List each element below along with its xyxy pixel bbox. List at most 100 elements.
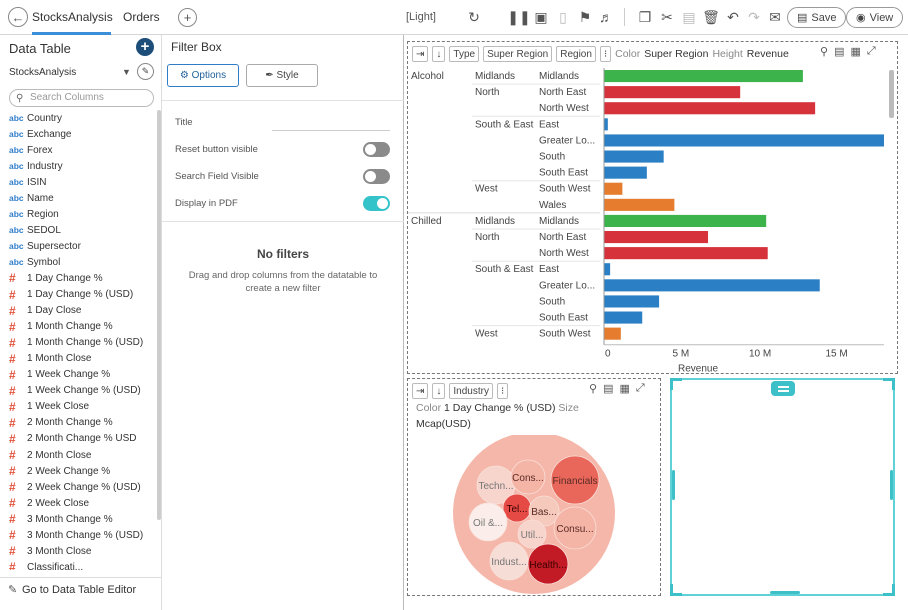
size-value[interactable]: Mcap(USD): [416, 418, 471, 430]
color-value[interactable]: 1 Day Change % (USD): [444, 402, 556, 414]
height-value[interactable]: Revenue: [746, 48, 789, 60]
super-region-variable[interactable]: Super Region: [483, 46, 553, 62]
datasource-select[interactable]: StocksAnalysis: [9, 67, 77, 78]
column-item[interactable]: abc Industry: [0, 158, 156, 174]
column-item[interactable]: #2 Month Change %: [0, 415, 156, 431]
column-item[interactable]: #2 Month Close: [0, 447, 156, 463]
add-breakdown-icon[interactable]: ⁝: [599, 46, 612, 62]
title-input[interactable]: [272, 130, 390, 131]
bookmark-icon[interactable]: ⚑: [578, 8, 592, 25]
column-item[interactable]: #1 Day Change %: [0, 270, 156, 286]
region-variable[interactable]: Region: [556, 46, 596, 62]
column-item[interactable]: # Classificati...: [0, 559, 156, 570]
column-item[interactable]: #1 Month Change %: [0, 319, 156, 335]
column-item[interactable]: #3 Month Close: [0, 543, 156, 559]
filter-box-placeholder[interactable]: [670, 378, 895, 596]
tab-stocksanalysis[interactable]: StocksAnalysis: [32, 0, 113, 35]
bubble[interactable]: [510, 459, 546, 495]
bubble[interactable]: [527, 543, 569, 585]
resize-handle[interactable]: [890, 470, 893, 500]
delete-icon[interactable]: 🗑: [702, 8, 720, 25]
expand-icon[interactable]: ⤢: [866, 45, 876, 57]
search-icon[interactable]: ⚲: [589, 383, 598, 395]
column-item[interactable]: #1 Week Change % (USD): [0, 383, 156, 399]
column-item[interactable]: abc SEDOL: [0, 222, 156, 238]
cut-icon[interactable]: ✂: [661, 8, 673, 25]
column-list-scrollbar[interactable]: [157, 110, 161, 520]
column-item[interactable]: #1 Month Change % (USD): [0, 335, 156, 351]
column-item[interactable]: #3 Month Change % (USD): [0, 527, 156, 543]
back-icon[interactable]: ←: [8, 7, 28, 27]
search-icon[interactable]: ⚲: [820, 46, 829, 58]
snapshot-icon[interactable]: ▣: [534, 8, 548, 25]
column-item[interactable]: #2 Week Change % (USD): [0, 479, 156, 495]
column-item[interactable]: #1 Day Change % (USD): [0, 287, 156, 303]
add-breakdown-icon[interactable]: ⁝: [496, 383, 509, 399]
bubble[interactable]: [550, 455, 600, 505]
column-item[interactable]: abc Country: [0, 110, 156, 126]
refresh-icon[interactable]: ↻: [468, 8, 480, 25]
tab-orders[interactable]: Orders: [123, 10, 160, 24]
type-variable[interactable]: Type: [449, 46, 480, 62]
pause-icon[interactable]: ❚❚: [507, 8, 531, 25]
drag-handle-icon[interactable]: [771, 381, 795, 396]
tab-options[interactable]: ⚙ Options: [167, 64, 239, 87]
expand-icon[interactable]: ⤢: [635, 382, 645, 394]
bubble[interactable]: [553, 506, 597, 550]
view-button[interactable]: ◉ View: [846, 7, 904, 28]
column-item[interactable]: abc ISIN: [0, 174, 156, 190]
column-item[interactable]: abc Supersector: [0, 238, 156, 254]
column-item[interactable]: abc Exchange: [0, 126, 156, 142]
table-icon[interactable]: ▦: [619, 383, 630, 395]
column-item[interactable]: #3 Month Change %: [0, 511, 156, 527]
resize-handle[interactable]: [670, 584, 682, 596]
transpose-icon[interactable]: ⇥: [412, 383, 429, 399]
undo-icon[interactable]: ↶: [727, 8, 739, 25]
resize-handle[interactable]: [883, 584, 895, 596]
resize-handle[interactable]: [883, 378, 895, 390]
export-icon[interactable]: ▤: [834, 46, 845, 58]
color-value[interactable]: Super Region: [644, 48, 709, 60]
bubble[interactable]: [528, 495, 560, 527]
column-item[interactable]: #1 Week Close: [0, 399, 156, 415]
resize-handle[interactable]: [670, 378, 682, 390]
add-data-table-button[interactable]: +: [136, 38, 154, 56]
column-item[interactable]: #1 Day Close: [0, 303, 156, 319]
search-field-toggle[interactable]: [363, 169, 390, 184]
display-pdf-toggle[interactable]: [363, 196, 390, 211]
bell-icon[interactable]: ♬: [599, 9, 613, 25]
reset-button-toggle[interactable]: [363, 142, 390, 157]
bar-chart-visualization[interactable]: ⇥ ↓ Type Super Region Region ⁝ Color Sup…: [407, 41, 898, 374]
copy-icon[interactable]: ❐: [638, 8, 652, 25]
comment-icon[interactable]: ✉: [769, 8, 781, 25]
column-item[interactable]: #2 Month Change % USD: [0, 431, 156, 447]
plus-icon[interactable]: +: [178, 8, 197, 27]
column-item[interactable]: abc Forex: [0, 142, 156, 158]
bubble[interactable]: [468, 502, 508, 542]
bubble-chart-visualization[interactable]: ⇥ ↓ Industry ⁝ ⚲ ▤ ▦ ⤢ Color 1 Day Chang…: [407, 378, 661, 596]
resize-handle[interactable]: [672, 470, 675, 500]
column-item[interactable]: #2 Week Change %: [0, 463, 156, 479]
search-columns-input[interactable]: ⚲ Search Columns: [9, 89, 154, 107]
column-item[interactable]: #2 Week Close: [0, 495, 156, 511]
tab-style[interactable]: ✒ Style: [246, 64, 318, 87]
industry-variable[interactable]: Industry: [449, 383, 493, 399]
sort-icon[interactable]: ↓: [432, 383, 446, 399]
go-to-editor-button[interactable]: ✎ Go to Data Table Editor: [0, 577, 162, 610]
theme-selector[interactable]: [Light]: [406, 11, 436, 23]
column-item[interactable]: abc Region: [0, 206, 156, 222]
bubble[interactable]: [517, 519, 547, 549]
table-icon[interactable]: ▦: [850, 46, 861, 58]
edit-datasource-icon[interactable]: ✎: [137, 63, 154, 80]
sort-icon[interactable]: ↓: [432, 46, 446, 62]
column-item[interactable]: #1 Month Close: [0, 351, 156, 367]
save-button[interactable]: ▤ Save: [787, 7, 847, 28]
column-item[interactable]: #1 Week Change %: [0, 367, 156, 383]
chevron-down-icon[interactable]: ▼: [122, 67, 131, 77]
transpose-icon[interactable]: ⇥: [412, 46, 429, 62]
column-item[interactable]: abc Symbol: [0, 254, 156, 270]
x-tick-label: 5 M: [673, 349, 690, 360]
export-icon[interactable]: ▤: [603, 383, 614, 395]
column-item[interactable]: abc Name: [0, 190, 156, 206]
resize-handle[interactable]: [770, 591, 800, 594]
